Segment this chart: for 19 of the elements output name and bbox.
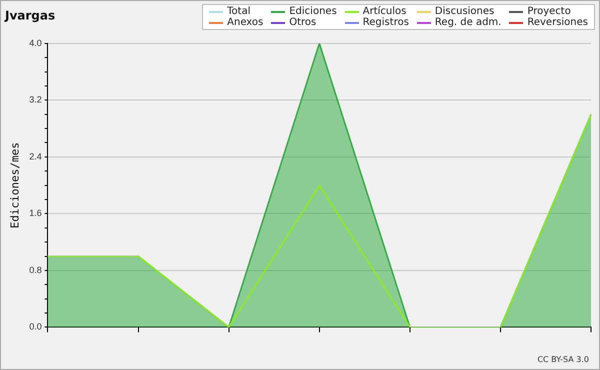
y-axis-title: Ediciones/mes <box>8 142 22 228</box>
legend-label: Reg. de adm. <box>434 17 502 28</box>
y-tick-label: 3.2 <box>29 94 42 105</box>
legend-label: Total <box>227 6 250 17</box>
y-tick-label: 0.8 <box>29 264 42 275</box>
legend-label: Reversiones <box>527 17 588 28</box>
legend-label: Discusiones <box>434 6 494 17</box>
y-tick-label: 4.0 <box>29 38 42 48</box>
legend-label: Anexos <box>227 17 264 28</box>
legend-label: Proyecto <box>527 6 571 17</box>
legend-label: Registros <box>362 17 409 28</box>
legend-label: Ediciones <box>289 6 337 17</box>
legend-label: Artículos <box>362 6 406 17</box>
chart-title: Jvargas <box>4 8 56 22</box>
y-tick-label: 0.0 <box>29 322 42 332</box>
y-tick-label: 2.4 <box>29 151 42 162</box>
y-tick-label: 1.6 <box>29 208 42 218</box>
legend-label: Otros <box>289 17 316 28</box>
text: CC BY-SA 3.0 <box>537 355 589 364</box>
